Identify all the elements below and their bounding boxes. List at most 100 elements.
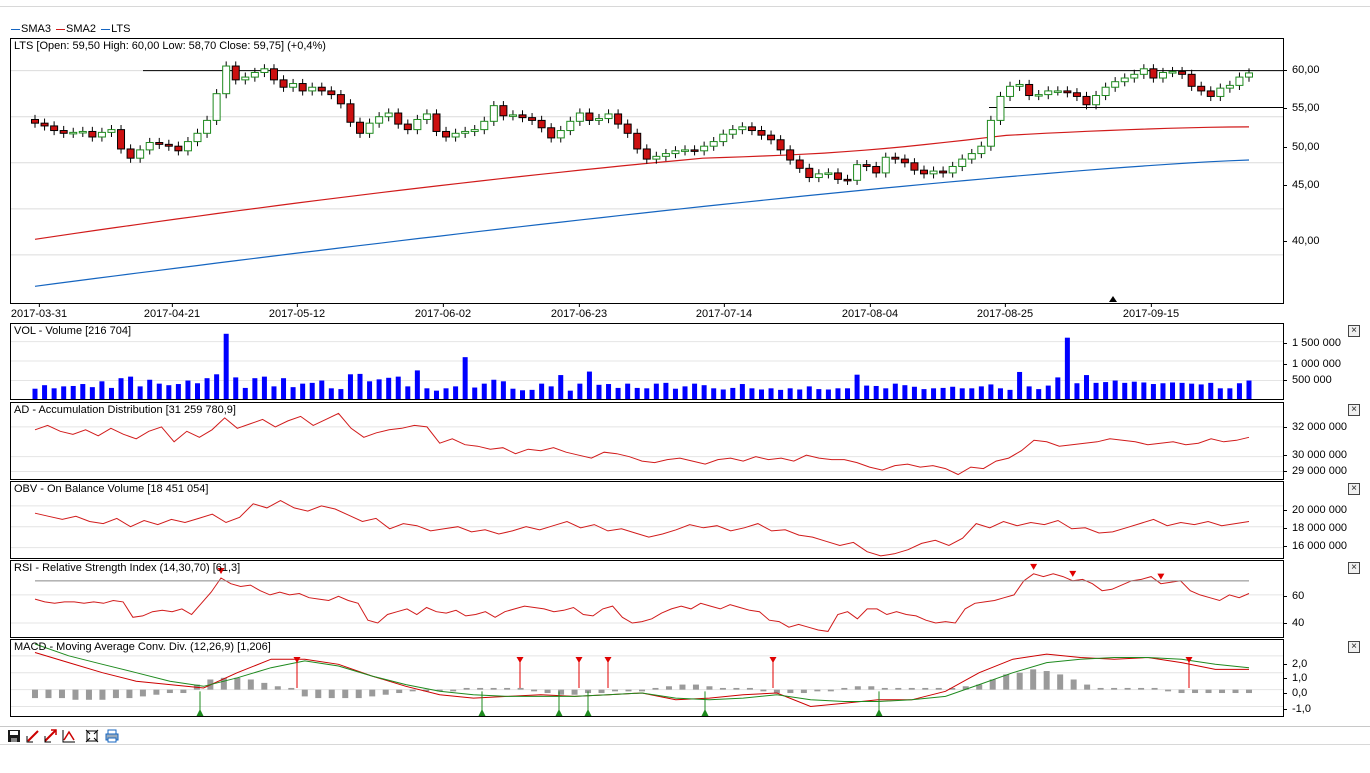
- close-rsi-panel-button[interactable]: ×: [1348, 562, 1360, 574]
- trend-up-icon[interactable]: [44, 729, 58, 743]
- candlestick: [346, 103, 355, 123]
- candlestick: [604, 113, 613, 120]
- volume-bar: [787, 388, 793, 399]
- legend-label-sma3: SMA3: [21, 23, 51, 35]
- volume-bar: [797, 389, 803, 399]
- volume-bar: [864, 385, 870, 399]
- candlestick: [833, 172, 842, 180]
- macd-histogram-bar: [854, 686, 861, 690]
- macd-y-axis: 2,0 1,0 0,0 -1,0: [1282, 639, 1344, 717]
- print-icon[interactable]: [105, 729, 119, 743]
- volume-bar: [328, 388, 334, 399]
- volume-bar: [338, 389, 344, 399]
- macd-histogram-bar: [625, 689, 632, 692]
- sell-signal-marker: [1030, 563, 1038, 570]
- legend-item-lts[interactable]: LTS: [101, 23, 130, 35]
- candlestick: [1197, 85, 1206, 92]
- candlestick: [59, 130, 68, 134]
- volume-bar: [70, 385, 76, 399]
- macd-y-tick-label: 2,0: [1292, 658, 1308, 670]
- close-volume-panel-button[interactable]: ×: [1348, 325, 1360, 337]
- macd-histogram-bar: [247, 679, 254, 690]
- volume-bar: [319, 380, 325, 399]
- candlestick: [1149, 68, 1158, 79]
- macd-histogram-bar: [396, 689, 403, 694]
- volume-bar: [778, 389, 784, 399]
- candlestick: [709, 141, 718, 147]
- candlestick: [1168, 71, 1177, 74]
- macd-histogram-bar: [962, 686, 969, 690]
- price-panel[interactable]: LTS [Open: 59,50 High: 60,00 Low: 58,70 …: [10, 38, 1284, 304]
- candlestick: [442, 130, 451, 138]
- candlestick: [260, 68, 269, 73]
- macd-buy-marker: [701, 709, 709, 716]
- volume-bar: [242, 387, 248, 399]
- on-balance-volume-panel[interactable]: OBV - On Balance Volume [18 451 054]: [10, 481, 1284, 559]
- candlestick: [432, 113, 441, 132]
- close-obv-panel-button[interactable]: ×: [1348, 483, 1360, 495]
- macd-histogram-bar: [369, 689, 376, 697]
- ad-chart-svg: [11, 412, 1283, 476]
- close-ad-panel-button[interactable]: ×: [1348, 404, 1360, 416]
- legend-item-sma3[interactable]: SMA3: [11, 23, 51, 35]
- candlestick: [451, 132, 460, 138]
- volume-bar: [1103, 382, 1109, 399]
- candlestick: [853, 164, 862, 181]
- macd-histogram-bar: [153, 689, 160, 695]
- ad-y-axis: 32 000 000 30 000 000 29 000 000: [1282, 402, 1347, 480]
- volume-bar: [1083, 375, 1089, 399]
- volume-bar: [816, 389, 822, 399]
- chart-toolbar: [0, 726, 1370, 745]
- macd-histogram-bar: [639, 689, 645, 692]
- volume-panel[interactable]: VOL - Volume [216 704]: [10, 323, 1284, 400]
- volume-bar: [376, 379, 382, 399]
- zoom-range-icon[interactable]: [62, 729, 76, 743]
- volume-bar: [1131, 381, 1137, 399]
- volume-bar: [491, 379, 497, 399]
- candlestick: [145, 142, 154, 151]
- macd-histogram-bar: [1232, 689, 1239, 694]
- candlestick: [747, 126, 756, 132]
- price-y-tick: 50,00: [1283, 141, 1320, 153]
- rsi-panel-title: RSI - Relative Strength Index (14,30,70)…: [14, 562, 241, 574]
- volume-bar: [367, 381, 373, 399]
- volume-bar: [1122, 382, 1128, 399]
- close-macd-panel-button[interactable]: ×: [1348, 641, 1360, 653]
- candlestick: [967, 153, 976, 160]
- macd-y-tick: 0,0: [1282, 687, 1307, 699]
- rsi-panel[interactable]: RSI - Relative Strength Index (14,30,70)…: [10, 560, 1284, 638]
- volume-bar: [988, 384, 994, 399]
- candlestick: [1072, 92, 1081, 97]
- macd-sell-marker: [575, 657, 583, 663]
- candlestick: [193, 132, 202, 143]
- candlestick: [1120, 77, 1129, 83]
- macd-panel[interactable]: MACD - Moving Average Conv. Div. (12,26,…: [10, 639, 1284, 717]
- volume-bar: [692, 383, 698, 399]
- candlestick: [1025, 83, 1034, 97]
- candlestick: [929, 170, 938, 175]
- window-top-border: [0, 0, 1370, 7]
- volume-bar: [548, 386, 554, 399]
- macd-histogram-bar: [288, 687, 295, 690]
- legend-item-sma2[interactable]: SMA2: [56, 23, 96, 35]
- macd-histogram-bar: [665, 686, 672, 690]
- candlestick: [136, 149, 145, 159]
- candlestick: [212, 93, 221, 121]
- volume-bar: [510, 388, 516, 399]
- draw-line-icon[interactable]: [26, 729, 40, 743]
- x-tick-label: 2017-09-15: [1122, 304, 1180, 320]
- macd-histogram-bar: [787, 689, 794, 694]
- macd-histogram-bar: [989, 679, 996, 690]
- macd-histogram-bar: [72, 689, 79, 700]
- volume-chart-svg: [11, 333, 1283, 399]
- price-y-tick: 60,00: [1283, 64, 1320, 76]
- candlestick: [107, 129, 116, 133]
- accumulation-distribution-panel[interactable]: AD - Accumulation Distribution [31 259 7…: [10, 402, 1284, 480]
- macd-histogram-bar: [976, 684, 983, 690]
- volume-bar: [223, 333, 229, 399]
- candlestick: [356, 121, 365, 134]
- volume-bar: [997, 388, 1003, 399]
- fit-screen-icon[interactable]: [85, 729, 99, 743]
- rsi-chart-svg: [11, 563, 1283, 632]
- save-icon[interactable]: [7, 729, 21, 743]
